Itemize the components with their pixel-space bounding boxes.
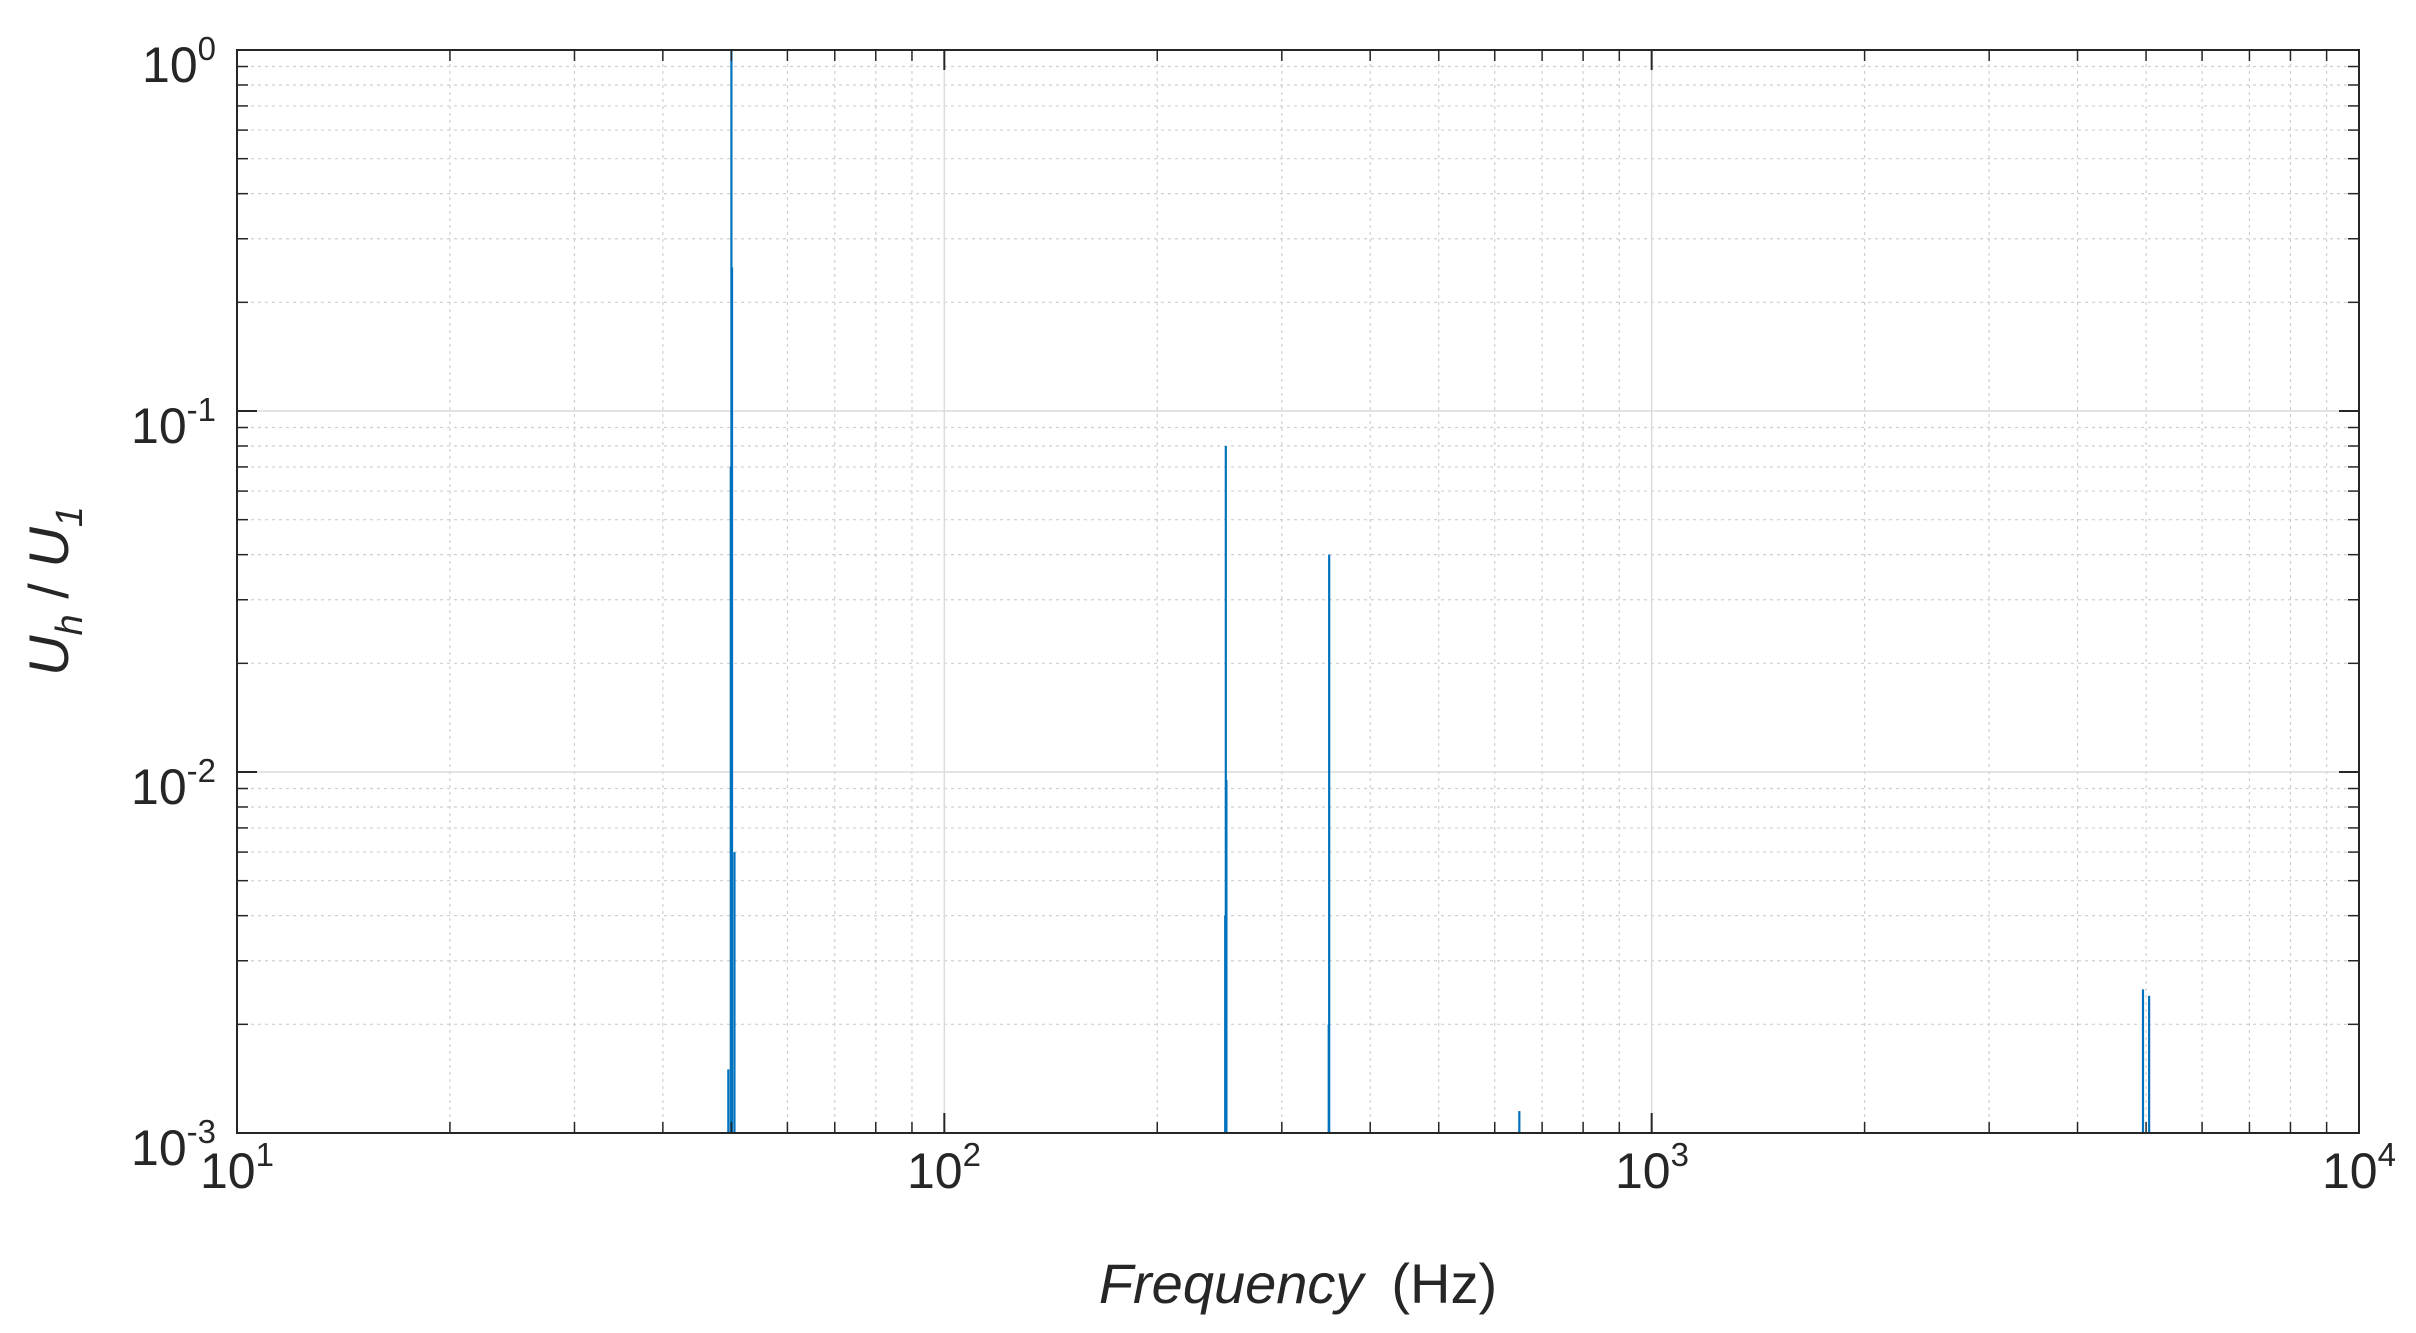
- x-tick-label: 104: [2322, 1136, 2396, 1199]
- y-axis-label: Uh / U1: [17, 506, 91, 676]
- y-tick-label: 10-2: [131, 752, 216, 815]
- y-tick-label: 10-1: [131, 391, 216, 454]
- x-tick-label: 101: [200, 1136, 274, 1199]
- tick-marks: [236, 49, 2359, 1134]
- plot-area: [237, 50, 2359, 1133]
- x-tick-label: 102: [907, 1136, 981, 1199]
- major-grid: [237, 50, 2359, 1133]
- axes-box: [236, 49, 2360, 1134]
- x-tick-label: 103: [1615, 1136, 1689, 1199]
- x-axis-label: Frequency (Hz): [1099, 1252, 1497, 1315]
- y-tick-label: 10-3: [131, 1113, 216, 1176]
- y-tick-label: 100: [142, 30, 216, 93]
- data-series: [727, 50, 2151, 1133]
